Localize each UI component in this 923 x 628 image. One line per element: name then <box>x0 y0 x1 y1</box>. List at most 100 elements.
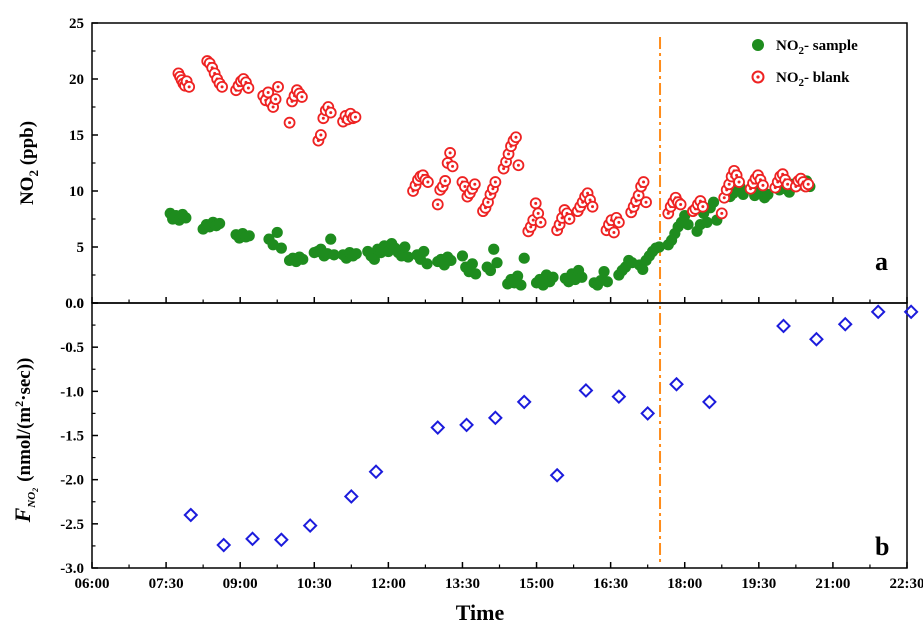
blank-point-dot <box>187 85 191 89</box>
x-tick-label: 15:00 <box>519 576 554 592</box>
blank-point-dot <box>529 225 533 229</box>
sample-point <box>515 279 527 291</box>
sample-point <box>466 258 478 270</box>
panel-a-y-tick-label: 0 <box>77 296 85 312</box>
sample-point <box>707 196 720 208</box>
blank-point-dot <box>288 121 292 125</box>
blank-point <box>529 197 542 210</box>
blank-point <box>532 207 545 220</box>
blank-point-dot <box>567 217 571 221</box>
blank-point <box>637 176 650 188</box>
sample-point <box>484 264 497 277</box>
blank-point-dot <box>806 182 810 186</box>
blank-point-dot <box>514 135 518 139</box>
legend-sample-marker <box>752 39 764 51</box>
panel-a-y-axis: 0 5 10 15 20 25 <box>69 16 98 312</box>
flux-point <box>549 467 565 483</box>
flux-point <box>669 376 684 392</box>
blank-point-dot <box>329 111 333 115</box>
blank-point <box>696 200 709 213</box>
sample-point <box>653 241 665 253</box>
blank-point <box>489 176 502 188</box>
blank-point-dot <box>276 85 280 89</box>
sample-point <box>762 188 774 200</box>
panel-b-frame <box>91 302 908 569</box>
blank-point <box>431 198 444 211</box>
panel-b-y-tick-label: -0.5 <box>60 340 84 356</box>
flux-point <box>183 507 199 523</box>
flux-point <box>302 518 318 534</box>
sample-point <box>601 276 613 288</box>
blank-point <box>563 213 576 225</box>
blank-point <box>510 131 522 144</box>
blank-point <box>512 159 525 172</box>
sample-point <box>328 249 340 261</box>
blank-point-dot <box>786 182 790 186</box>
blank-point-dot <box>321 116 325 120</box>
x-tick-label: 07:30 <box>149 576 184 592</box>
blank-point <box>439 175 452 187</box>
blank-point <box>674 198 687 211</box>
blank-point-dot <box>588 198 592 202</box>
panel-a-y-tick-label: 15 <box>69 128 84 144</box>
x-tick-label: 16:30 <box>593 576 628 592</box>
blank-point-dot <box>451 164 455 168</box>
legend-blank-label: NO2- blank <box>776 70 850 89</box>
panel-b-points <box>183 304 919 553</box>
sample-point <box>350 248 362 260</box>
blank-point-dot <box>637 193 641 197</box>
x-tick-label: 19:30 <box>741 576 776 592</box>
sample-point <box>470 268 482 280</box>
blank-point-dot <box>491 187 495 191</box>
blank-point <box>183 80 196 93</box>
blank-point <box>324 106 337 119</box>
blank-point-dot <box>274 97 278 101</box>
x-tick-label: 06:00 <box>75 576 110 592</box>
blank-point-dot <box>473 182 477 186</box>
flux-point <box>640 406 656 421</box>
blank-point <box>468 178 481 191</box>
blank-point <box>314 129 327 141</box>
blank-point-dot <box>448 151 452 155</box>
x-axis: 06:00 07:30 09:00 10:30 12:00 13:30 15:00 16:30… <box>75 297 923 592</box>
blank-point-dot <box>266 90 270 94</box>
blank-point-dot <box>612 230 616 234</box>
blank-point <box>586 200 599 213</box>
sample-point <box>271 226 283 239</box>
sample-point <box>518 252 530 264</box>
panel-b-y-tick-label: -3.0 <box>60 561 84 577</box>
x-tick-label: 18:00 <box>667 576 702 592</box>
x-axis-title: Time <box>456 600 505 625</box>
blank-point-dot <box>722 196 726 200</box>
blank-point-dot <box>502 167 506 171</box>
blank-point-dot <box>220 85 224 89</box>
blank-point-dot <box>737 180 741 184</box>
x-tick-label: 10:30 <box>297 576 332 592</box>
flux-point <box>702 394 717 410</box>
blank-point <box>283 116 296 129</box>
panel-a-y-axis-title: NO2 (ppb) <box>17 121 41 205</box>
flux-point <box>459 417 474 433</box>
blank-point-dot <box>727 182 731 186</box>
sample-point <box>214 217 226 230</box>
panel-b-y-tick-label: -2.0 <box>60 473 84 489</box>
blank-point <box>296 91 308 103</box>
blank-point-dot <box>666 211 670 215</box>
sample-point <box>418 245 430 258</box>
sample-point <box>399 241 411 253</box>
blank-point-dot <box>436 202 440 206</box>
sample-point <box>547 271 559 283</box>
panel-a-y-tick-label: 5 <box>77 240 85 256</box>
blank-point <box>444 147 457 159</box>
panel-b-y-tick-label: -1.0 <box>60 384 84 400</box>
sample-point <box>402 251 414 263</box>
blank-point <box>608 226 620 239</box>
sample-point <box>456 250 469 262</box>
blank-point-dot <box>504 160 508 164</box>
blank-point <box>802 178 815 191</box>
blank-point-dot <box>534 201 538 205</box>
x-tick-label: 21:00 <box>815 576 850 592</box>
flux-point <box>903 304 919 320</box>
blank-point-dot <box>558 223 562 227</box>
blank-point <box>612 216 625 229</box>
